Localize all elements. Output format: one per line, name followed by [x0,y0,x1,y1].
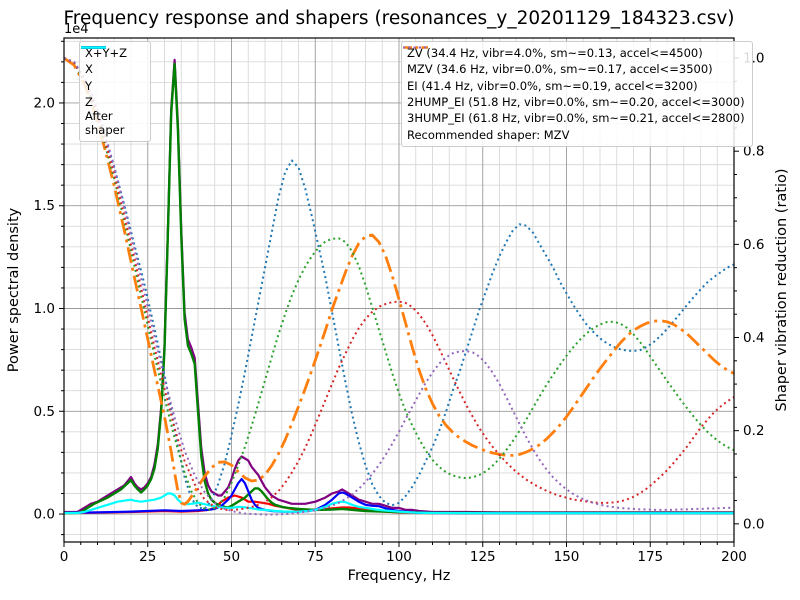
legend-item-label: X [85,62,93,77]
legend-recommended-shaper-label: Recommended shaper: MZV [407,127,570,142]
x-tick-label: 200 [721,549,747,565]
series-layer [64,56,734,516]
y-tick-label-left: 1.0 [34,301,55,317]
chart-title: Frequency response and shapers (resonanc… [63,8,734,29]
x-axis-label: Frequency, Hz [348,568,451,584]
legend-item-label: MZV (34.6 Hz, vibr=0.0%, sm~=0.17, accel… [407,62,713,77]
legend-item-label: Y [85,78,93,93]
y-axis-label-left: Power spectral density [6,207,22,372]
x-tick-label: 100 [386,549,412,565]
x-tick-label: 50 [223,549,240,565]
legend-item-label: After shaper [85,109,125,138]
x-tick-label: 125 [470,549,496,565]
series-ei-line [64,57,734,511]
y-tick-label-left: 2.0 [34,95,55,111]
tick-labels: 0 25 50 75 100 125 150 175 200 0.0 0.5 1.0 1.5 2.0 0.0… [34,51,765,565]
x-tick-label: 75 [307,549,324,565]
legend-item-label: EI (41.4 Hz, vibr=0.0%, sm~=0.19, accel<… [407,78,698,93]
y-tick-label-left: 1.5 [34,198,55,214]
legend-item-mzv: MZV (34.6 Hz, vibr=0.0%, sm~=0.17, accel… [403,46,745,77]
x-tick-label: 0 [60,549,69,565]
x-tick-label: 25 [139,549,156,565]
legend-item-label: ZV (34.4 Hz, vibr=4.0%, sm~=0.13, accel<… [407,46,703,60]
legend-line-sample [81,46,106,49]
x-tick-label: 175 [637,549,663,565]
x-tick-label: 150 [554,549,580,565]
legend-item-label: X+Y+Z [85,46,128,60]
series-hump2-line [64,57,734,511]
legend-psd-axes: X+Y+Z X Y Z After shaper [79,41,151,142]
legend-item-zv: ZV (34.4 Hz, vibr=4.0%, sm~=0.13, accel<… [403,45,745,61]
legend-item-label: Z [85,94,93,109]
y-tick-label-right: 0.4 [743,330,764,346]
y-axis-label-right: Shaper vibration reduction (ratio) [774,168,790,411]
legend-shapers: ZV (34.4 Hz, vibr=4.0%, sm~=0.13, accel<… [401,41,753,147]
legend-item-psd_z: Z [81,46,143,110]
legend-item-hump3: 3HUMP_EI (61.8 Hz, vibr=0.0%, sm~=0.21, … [403,46,745,126]
series-mzv-line [64,56,734,506]
y-tick-label-right: 0.2 [743,423,764,439]
legend-item-label: 2HUMP_EI (51.8 Hz, vibr=0.0%, sm~=0.20, … [407,94,745,109]
legend-item-psd_after: After shaper [81,46,143,138]
y-tick-label-right: 0.8 [743,144,764,160]
legend-recommended-shaper: Recommended shaper: MZV [407,127,745,143]
legend-line-sample [403,46,428,49]
y-tick-label-left: 0.0 [34,507,55,523]
legend-item-hump2: 2HUMP_EI (51.8 Hz, vibr=0.0%, sm~=0.20, … [403,46,745,110]
y-axis-offset-text: 1e4 [64,22,89,37]
y-tick-label-left: 0.5 [34,404,55,420]
legend-item-psd_y: Y [81,46,143,94]
series-psd_after-line [64,492,734,515]
legend-item-psd_x: X [81,46,143,77]
y-tick-label-right: 0.0 [743,516,764,532]
series-psd_sum-line [64,58,734,514]
legend-item-ei: EI (41.4 Hz, vibr=0.0%, sm~=0.19, accel<… [403,46,745,94]
y-tick-label-right: 0.6 [743,237,764,253]
legend-item-label: 3HUMP_EI (61.8 Hz, vibr=0.0%, sm~=0.21, … [407,111,745,126]
